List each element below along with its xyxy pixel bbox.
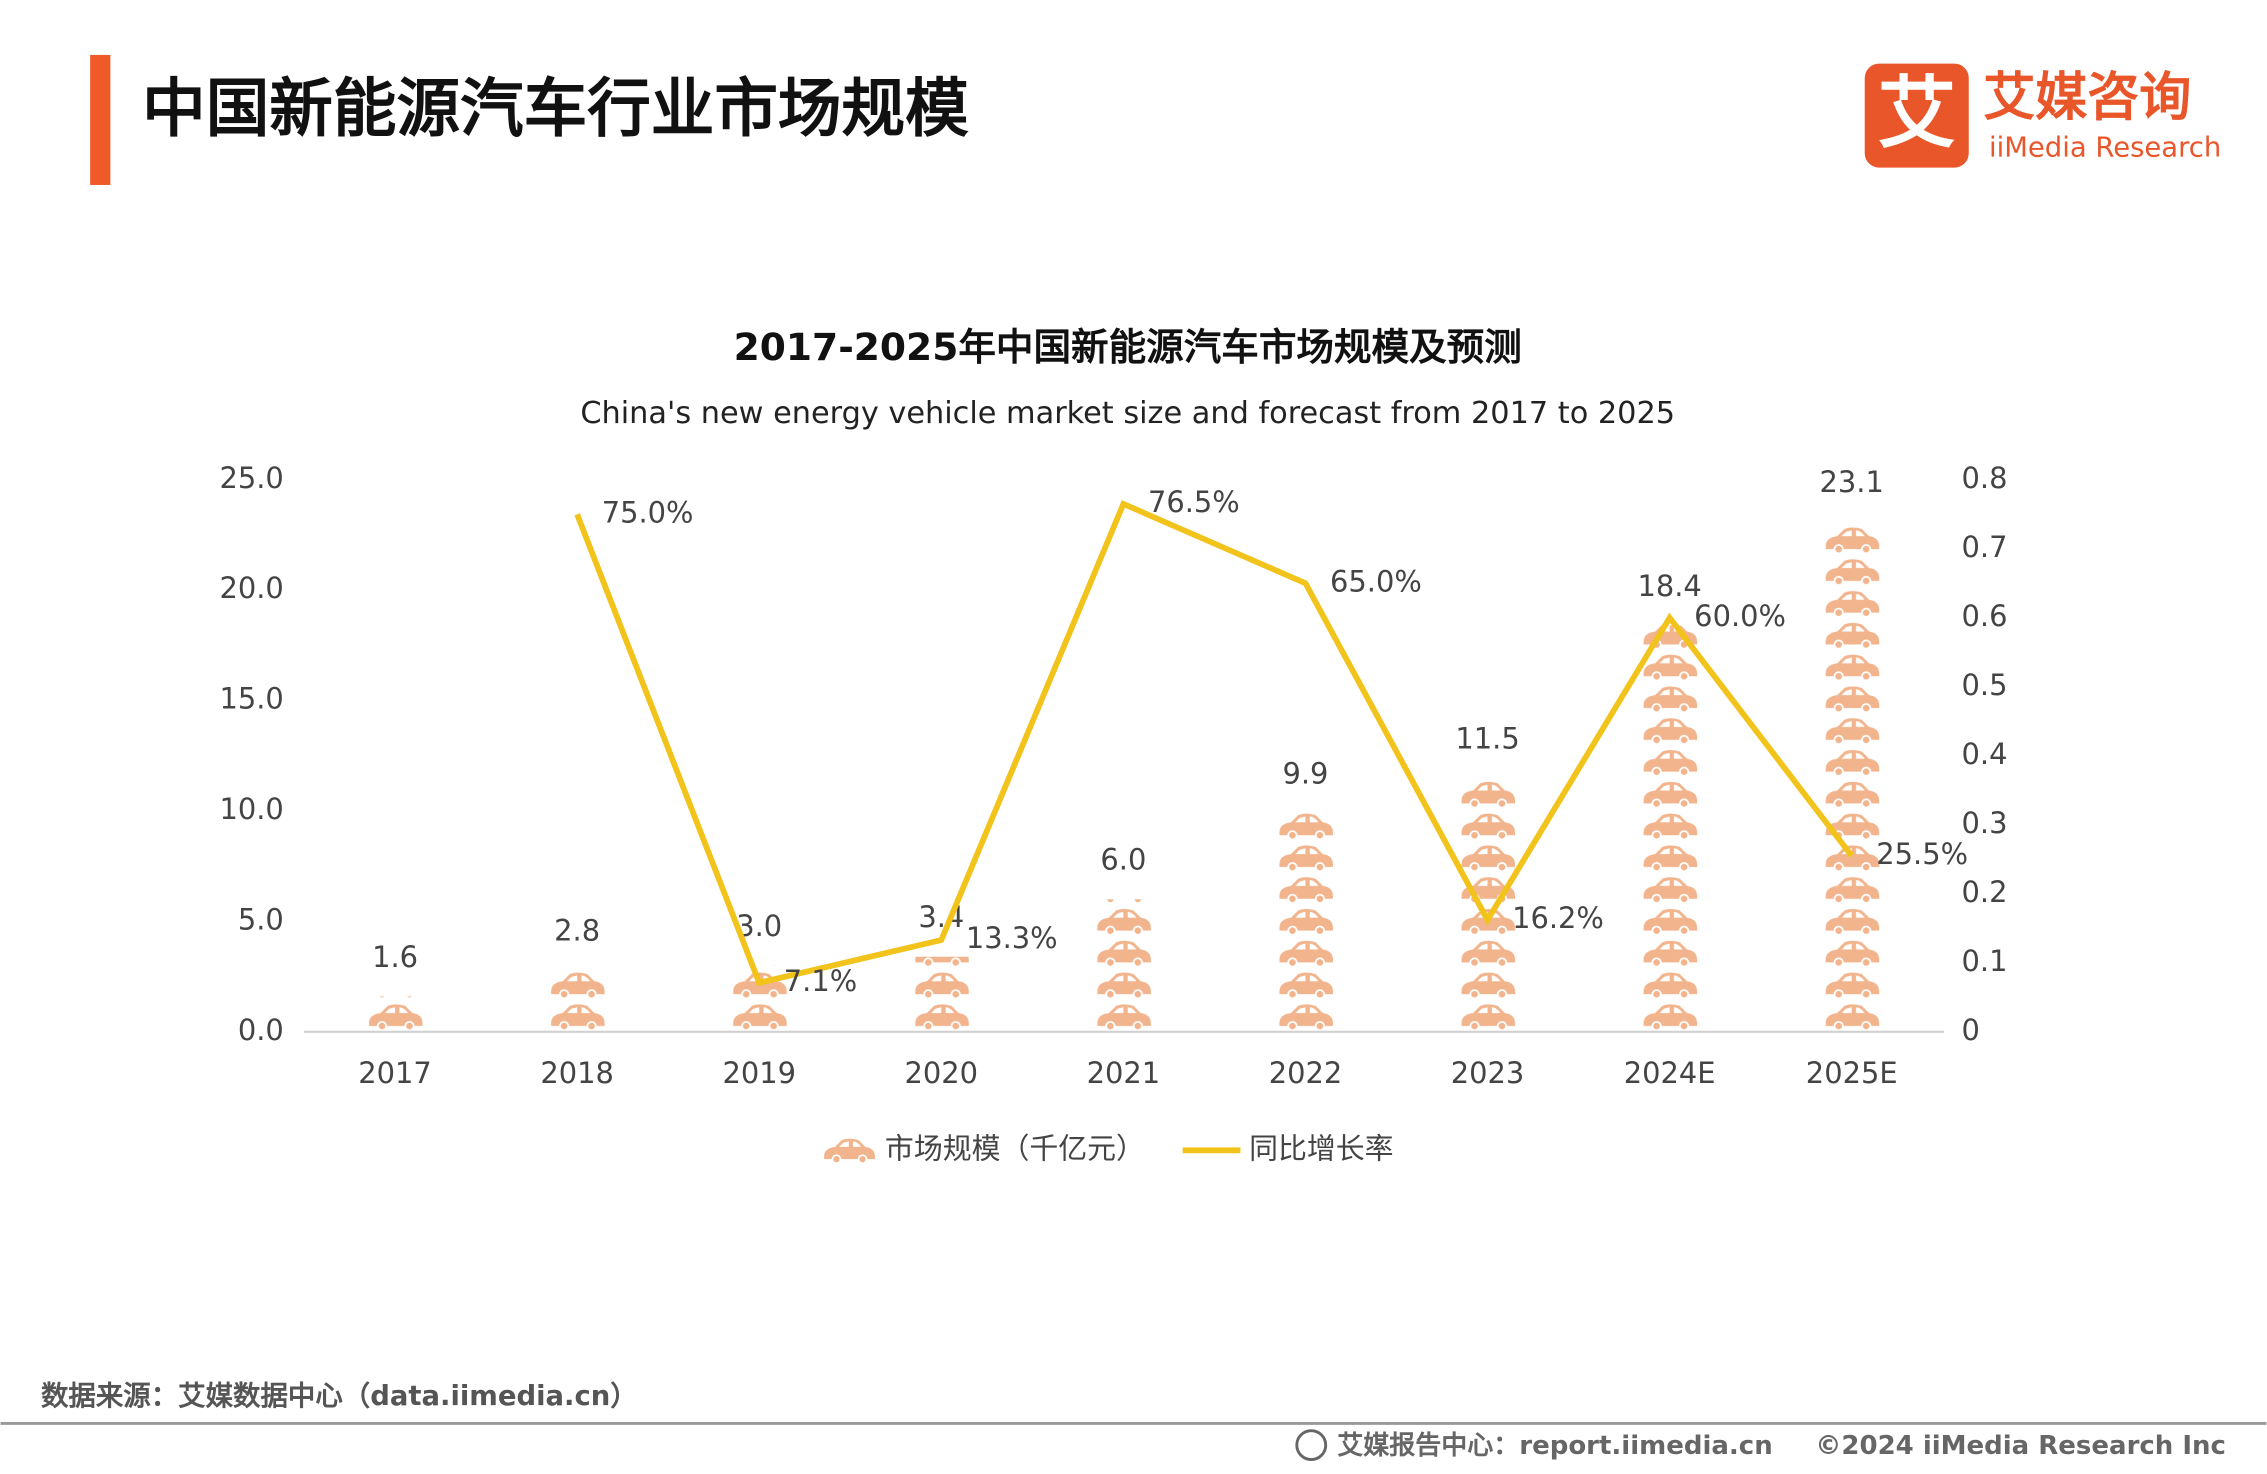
y2-tick-label: 0.8 xyxy=(1962,461,2008,495)
bar-value-label: 11.5 xyxy=(1455,721,1519,755)
bar xyxy=(366,996,424,1032)
title-accent xyxy=(90,54,111,185)
x-tick-label: 2024E xyxy=(1624,1056,1716,1090)
y-tick-label: 0.0 xyxy=(238,1013,284,1047)
y-tick-label: 20.0 xyxy=(219,571,283,605)
bar-value-label: 9.9 xyxy=(1282,757,1328,791)
source: 数据来源：艾媒数据中心（data.iimedia.cn） xyxy=(41,1380,638,1412)
chart-title: 2017-2025年中国新能源汽车市场规模及预测 xyxy=(734,325,1522,369)
report-site: 艾媒报告中心：report.iimedia.cn xyxy=(1337,1430,1772,1461)
y2-tick-label: 0.2 xyxy=(1962,875,2008,909)
page-title: 中国新能源汽车行业市场规模 xyxy=(142,71,969,145)
x-tick-label: 2018 xyxy=(540,1056,614,1090)
line-value-label: 16.2% xyxy=(1512,901,1604,935)
legend-label: 同比增长率 xyxy=(1249,1131,1393,1165)
x-tick-label: 2020 xyxy=(905,1056,979,1090)
bar xyxy=(548,969,607,1032)
x-tick-label: 2023 xyxy=(1451,1056,1525,1090)
bar xyxy=(1822,521,1881,1032)
x-tick-label: 2025E xyxy=(1806,1056,1898,1090)
bar xyxy=(1458,777,1517,1032)
logo-sub: iiMedia Research xyxy=(1989,132,2221,163)
y-tick-label: 25.0 xyxy=(219,461,283,495)
bar xyxy=(912,956,971,1032)
bar xyxy=(1640,625,1699,1032)
bar-value-label: 6.0 xyxy=(1100,843,1146,877)
logo-mark: 艾 xyxy=(1878,69,1956,159)
bar-value-label: 1.6 xyxy=(372,940,418,974)
x-tick-label: 2017 xyxy=(358,1056,432,1090)
chart-subtitle: China's new energy vehicle market size a… xyxy=(580,396,1675,431)
legend-label: 市场规模（千亿元） xyxy=(885,1131,1145,1165)
logo-name: 艾媒咨询 xyxy=(1983,68,2191,128)
line-value-label: 25.5% xyxy=(1876,837,1968,871)
bar-value-label: 2.8 xyxy=(554,913,600,947)
x-tick-label: 2019 xyxy=(722,1056,796,1090)
y2-tick-label: 0.5 xyxy=(1962,668,2008,702)
bar-value-label: 18.4 xyxy=(1637,569,1701,603)
legend-bar-icon xyxy=(824,1138,875,1164)
line-value-label: 60.0% xyxy=(1694,599,1786,633)
line-value-label: 13.3% xyxy=(966,921,1058,955)
x-tick-label: 2022 xyxy=(1269,1056,1343,1090)
line-value-label: 7.1% xyxy=(784,964,857,998)
x-tick-label: 2021 xyxy=(1087,1056,1161,1090)
copyright: ©2024 iiMedia Research Inc xyxy=(1815,1431,2226,1461)
y-tick-label: 5.0 xyxy=(238,902,284,936)
bar xyxy=(1094,899,1153,1032)
line-value-label: 75.0% xyxy=(602,495,694,529)
y2-tick-label: 0 xyxy=(1962,1013,1980,1047)
logo-box xyxy=(1864,63,1969,168)
y-tick-label: 10.0 xyxy=(219,792,283,826)
y2-tick-label: 0.4 xyxy=(1962,737,2008,771)
bar xyxy=(1276,813,1335,1032)
line xyxy=(574,500,1855,987)
bar-value-label: 23.1 xyxy=(1820,465,1884,499)
y2-tick-label: 0.7 xyxy=(1962,530,2008,564)
y2-tick-label: 0.6 xyxy=(1962,599,2008,633)
y2-tick-label: 0.3 xyxy=(1962,806,2008,840)
y2-tick-label: 0.1 xyxy=(1962,944,2008,978)
globe-icon xyxy=(1295,1429,1328,1461)
line-value-label: 76.5% xyxy=(1148,485,1240,519)
y-tick-label: 15.0 xyxy=(219,682,283,716)
line-value-label: 65.0% xyxy=(1330,564,1422,598)
